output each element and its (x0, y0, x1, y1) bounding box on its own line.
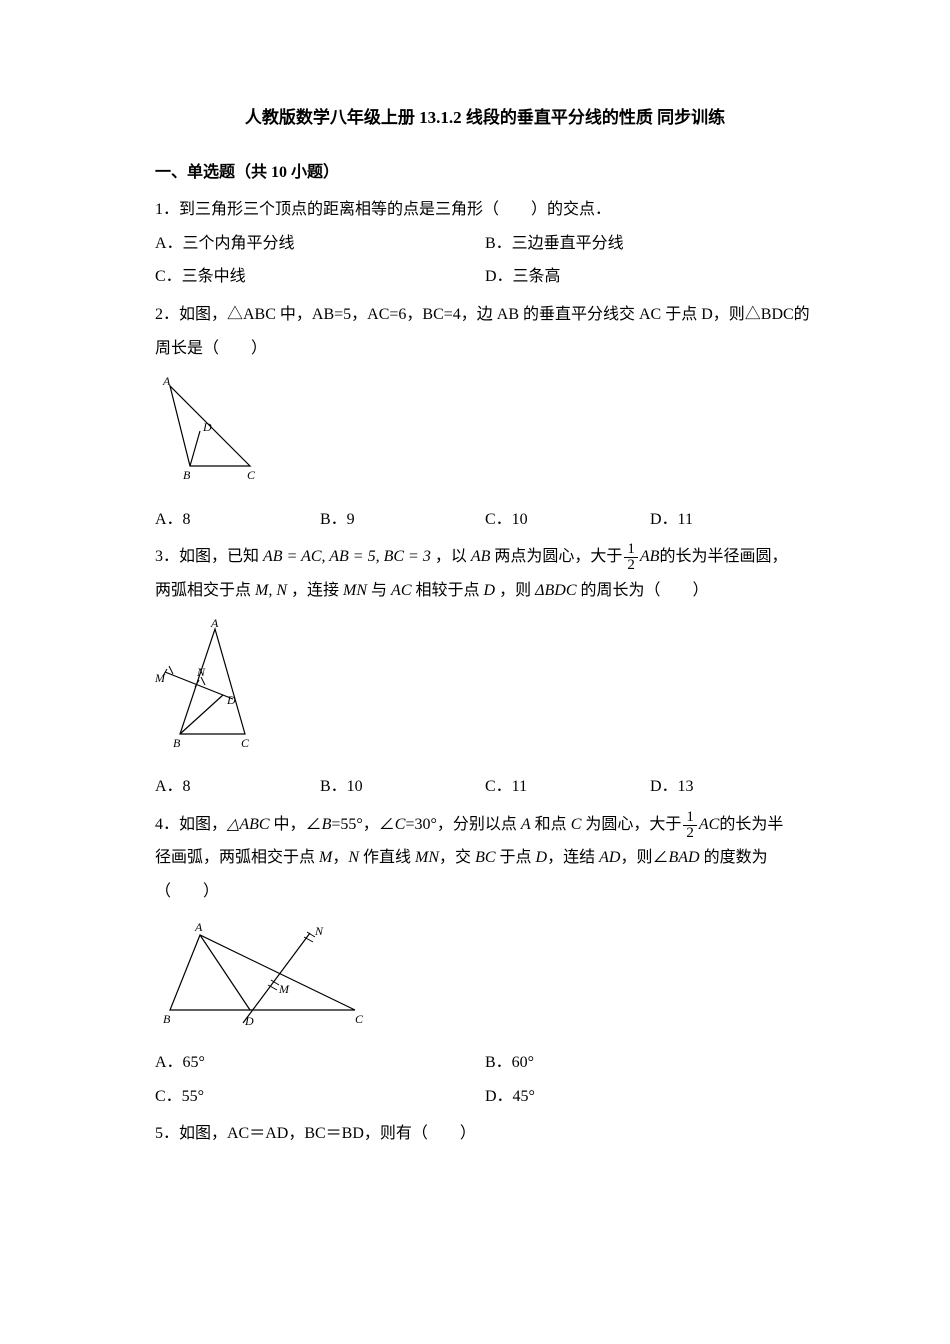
q4-opt-c: C．55° (155, 1080, 485, 1114)
page: 人教版数学八年级上册 13.1.2 线段的垂直平分线的性质 同步训练 一、单选题… (0, 0, 950, 1211)
q4-figure: A N M B D C (155, 915, 815, 1043)
q2-options: A．8 B．9 C．10 D．11 (155, 503, 815, 537)
q1-options: A．三个内角平分线 B．三边垂直平分线 C．三条中线 D．三条高 (155, 227, 815, 294)
q4-opt-d: D．45° (485, 1080, 815, 1114)
q1-opt-a: A．三个内角平分线 (155, 227, 485, 261)
question-2: 2．如图，△ABC 中，AB=5，AC=6，BC=4，边 AB 的垂直平分线交 … (155, 298, 815, 536)
q5-stem: 5．如图，AC＝AD，BC＝BD，则有（ ） (155, 1117, 815, 1151)
q3-opt-c: C．11 (485, 770, 650, 804)
label-D: D (226, 693, 236, 707)
label-B: B (173, 736, 181, 750)
label-C: C (241, 736, 250, 750)
q1-opt-b: B．三边垂直平分线 (485, 227, 815, 261)
q1-opt-d: D．三条高 (485, 260, 815, 294)
q2-opt-c: C．10 (485, 503, 650, 537)
question-4: 4．如图，△ABC 中，∠B=55°，∠C=30°，分别以点 A 和点 C 为圆… (155, 808, 815, 1114)
q3-opt-b: B．10 (320, 770, 485, 804)
q1-opt-c: C．三条中线 (155, 260, 485, 294)
label-N: N (314, 924, 324, 938)
q2-opt-d: D．11 (650, 503, 815, 537)
q2-opt-a: A．8 (155, 503, 320, 537)
fraction-half-2: 12 (683, 810, 697, 841)
q3-options: A．8 B．10 C．11 D．13 (155, 770, 815, 804)
question-3: 3．如图，已知 AB = AC, AB = 5, BC = 3 ，以 AB 两点… (155, 540, 815, 803)
label-A: A (210, 616, 219, 630)
q4-stem-line1: 4．如图，△ABC 中，∠B=55°，∠C=30°，分别以点 A 和点 C 为圆… (155, 808, 815, 842)
label-B: B (163, 1012, 171, 1026)
q1-stem: 1．到三角形三个顶点的距离相等的点是三角形（ ）的交点． (155, 193, 815, 227)
q3-stem-line2: 两弧相交于点 M, N ，连接 MN 与 AC 相较于点 D ，则 ΔBDC 的… (155, 574, 815, 608)
fraction-half: 12 (624, 542, 638, 573)
q4-options: A．65° B．60° C．55° D．45° (155, 1046, 815, 1113)
q3-stem-line1: 3．如图，已知 AB = AC, AB = 5, BC = 3 ，以 AB 两点… (155, 540, 815, 574)
q3-opt-d: D．13 (650, 770, 815, 804)
label-C: C (355, 1012, 364, 1026)
q3-figure: A M N D B C (155, 614, 815, 767)
label-B: B (183, 468, 191, 482)
question-1: 1．到三角形三个顶点的距离相等的点是三角形（ ）的交点． A．三个内角平分线 B… (155, 193, 815, 294)
q2-stem: 2．如图，△ABC 中，AB=5，AC=6，BC=4，边 AB 的垂直平分线交 … (155, 298, 815, 365)
label-M: M (155, 671, 166, 685)
q3-opt-a: A．8 (155, 770, 320, 804)
label-A: A (162, 374, 171, 388)
label-M: M (278, 982, 290, 996)
q4-opt-a: A．65° (155, 1046, 485, 1080)
label-D: D (244, 1014, 254, 1028)
label-D: D (202, 420, 212, 434)
q4-stem-line2: 径画弧，两弧相交于点 M，N 作直线 MN，交 BC 于点 D，连结 AD，则∠… (155, 841, 815, 908)
label-A: A (194, 920, 203, 934)
q2-figure: A D B C (155, 371, 815, 499)
label-C: C (247, 468, 256, 482)
label-N: N (196, 665, 206, 679)
doc-title: 人教版数学八年级上册 13.1.2 线段的垂直平分线的性质 同步训练 (155, 100, 815, 136)
q2-opt-b: B．9 (320, 503, 485, 537)
section-1-header: 一、单选题（共 10 小题） (155, 156, 815, 190)
question-5: 5．如图，AC＝AD，BC＝BD，则有（ ） (155, 1117, 815, 1151)
q4-opt-b: B．60° (485, 1046, 815, 1080)
